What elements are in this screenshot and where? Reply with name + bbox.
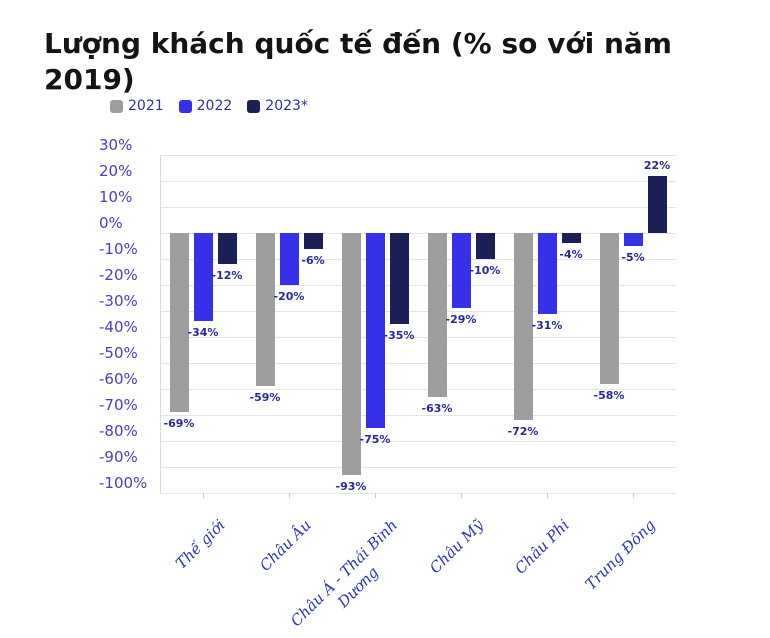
legend-swatch [247, 99, 261, 113]
y-tick-label: -40% [99, 318, 138, 336]
bar[interactable] [389, 233, 409, 324]
bar[interactable] [427, 233, 447, 397]
bar-value-label: -63% [421, 401, 453, 415]
legend-label: 2023* [265, 98, 308, 114]
y-tick-label: -50% [99, 344, 138, 362]
bar-value-label: -75% [359, 433, 391, 446]
y-axis-line [160, 155, 161, 493]
x-category-label: Thế giới [172, 516, 229, 573]
x-category-label: Trung Đông [581, 516, 659, 594]
gridline [160, 441, 676, 442]
gridline [160, 493, 676, 494]
bar-value-label: -58% [593, 388, 625, 402]
bar-value-label: -29% [445, 313, 477, 327]
gridline [160, 181, 676, 182]
gridline [160, 259, 676, 260]
bar-value-label: -12% [211, 269, 243, 283]
bar[interactable] [599, 233, 619, 384]
legend-item-2022[interactable]: 2022 [178, 98, 233, 114]
bar[interactable] [513, 233, 533, 421]
bar-value-label: -93% [335, 479, 367, 493]
y-tick-label: 10% [99, 188, 133, 206]
bar[interactable] [341, 233, 361, 475]
legend-label: 2021 [128, 98, 164, 114]
legend-swatch [178, 99, 192, 113]
y-tick-label: -20% [99, 266, 138, 284]
bar[interactable] [193, 233, 213, 322]
bar[interactable] [255, 233, 275, 387]
y-tick-label: 0% [99, 214, 123, 232]
bar-value-label: -6% [301, 253, 325, 267]
bar[interactable] [217, 233, 237, 265]
gridline [160, 337, 676, 338]
gridline [160, 155, 676, 156]
y-tick-label: -100% [99, 474, 148, 492]
bar[interactable] [561, 233, 581, 244]
y-tick-label: 30% [99, 136, 133, 154]
gridline [160, 285, 676, 286]
legend-swatch [110, 99, 123, 113]
gridline [160, 467, 676, 468]
bar-value-label: -31% [531, 318, 563, 332]
x-category-label: Châu Phi [511, 516, 573, 578]
x-axis-tick [547, 493, 548, 498]
bar[interactable] [475, 233, 495, 259]
y-tick-label: -90% [99, 448, 138, 466]
bar-value-label: -69% [163, 417, 195, 431]
bar-value-label: 22% [643, 158, 671, 172]
bar-value-label: -35% [383, 329, 415, 342]
bar[interactable] [365, 233, 385, 428]
y-tick-label: -30% [99, 292, 138, 310]
bar[interactable] [169, 233, 189, 413]
gridline [160, 311, 676, 312]
x-axis-tick [461, 493, 462, 498]
x-axis-tick [203, 493, 204, 498]
x-axis-tick [289, 493, 290, 498]
plot-area: -69% -34% -12% -59% -20% -6% -93% -75% -35% -63% -… [160, 155, 676, 498]
bar-value-label: -5% [621, 251, 645, 264]
bar-value-label: -59% [249, 391, 281, 405]
y-tick-label: -60% [99, 370, 138, 388]
bar-value-label: -4% [559, 248, 583, 262]
bar-value-label: -72% [507, 425, 539, 439]
gridline [160, 363, 676, 364]
gridline [160, 415, 676, 416]
gridline [160, 233, 676, 234]
bar[interactable] [647, 175, 667, 233]
x-category-label: Châu Á - Thái Bình Dương [286, 516, 401, 631]
legend: 2021 2022 2023* [110, 98, 308, 114]
y-tick-label: -80% [99, 422, 138, 440]
bar[interactable] [623, 233, 643, 246]
x-category-label: Châu Âu [256, 516, 315, 575]
bar-value-label: -20% [273, 290, 305, 303]
bar[interactable] [303, 233, 323, 249]
chart-title: Lượng khách quốc tế đến (% so với năm 20… [44, 27, 672, 96]
y-tick-label: -10% [99, 240, 138, 258]
legend-item-2023[interactable]: 2023* [247, 98, 308, 114]
bar-value-label: -10% [469, 264, 501, 277]
x-axis-tick [375, 493, 376, 498]
y-tick-label: 20% [99, 162, 133, 180]
gridline [160, 389, 676, 390]
bar[interactable] [537, 233, 557, 314]
y-tick-label: -70% [99, 396, 138, 414]
bar[interactable] [451, 233, 471, 309]
legend-label: 2022 [196, 98, 233, 114]
bar-value-label: -34% [187, 326, 219, 340]
legend-item-2021[interactable]: 2021 [110, 98, 164, 114]
bar[interactable] [279, 233, 299, 285]
gridline [160, 207, 676, 208]
x-category-label: Châu Mỹ [425, 516, 487, 578]
x-axis-tick [633, 493, 634, 498]
